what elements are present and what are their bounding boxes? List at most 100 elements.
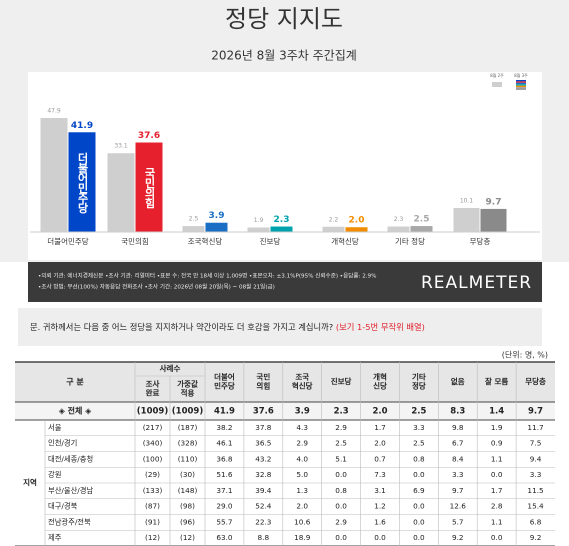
question-text: 문. 귀하께서는 다음 중 어느 정당을 지지하거나 약간이라도 더 호감을 가… bbox=[30, 322, 336, 332]
table-cell: 0.0 bbox=[491, 533, 503, 542]
header-cell: 개혁 bbox=[373, 372, 387, 382]
party-logo: 국민의힘 bbox=[143, 167, 156, 208]
question: 문. 귀하께서는 다음 중 어느 정당을 지지하거나 약간이라도 더 호감을 가… bbox=[30, 322, 425, 332]
value-label-previous: 2.2 bbox=[329, 216, 339, 223]
category-label: 더불어민주당 bbox=[47, 236, 88, 246]
table-cell: 0.0 bbox=[335, 502, 347, 511]
header-cell: 가중값 bbox=[177, 379, 198, 389]
header-cell: 더불어 bbox=[214, 372, 235, 382]
value-label-previous: 33.1 bbox=[114, 143, 128, 150]
table-cell: 52.4 bbox=[255, 502, 272, 511]
table-cell: 2.8 bbox=[491, 502, 503, 511]
legend-swatch bbox=[516, 85, 526, 87]
bar-current bbox=[345, 227, 368, 232]
bar-previous bbox=[387, 226, 410, 232]
table-cell: 5.0 bbox=[296, 470, 308, 479]
header-cell: 신당 bbox=[373, 381, 387, 391]
value-label-previous: 2.5 bbox=[189, 216, 199, 223]
header-cell: 없음 bbox=[451, 376, 465, 386]
table-cell: (100) bbox=[143, 454, 163, 463]
header-cell: 사례수 bbox=[160, 363, 181, 373]
header-cell: 의힘 bbox=[256, 381, 270, 391]
legend-swatch bbox=[516, 88, 526, 90]
table-cell: 9.4 bbox=[530, 454, 542, 463]
header-cell: 적용 bbox=[181, 388, 195, 398]
row-label: 전남광주/전북 bbox=[48, 517, 91, 526]
table-cell: 2.5 bbox=[413, 439, 425, 448]
bar-previous bbox=[247, 227, 270, 232]
table-cell: 6.7 bbox=[452, 439, 464, 448]
table-cell: 36.8 bbox=[216, 454, 233, 463]
table-cell: 0.0 bbox=[413, 470, 425, 479]
subtitle: 2026년 8월 3주차 주간집계 bbox=[211, 49, 357, 63]
table-cell: 18.9 bbox=[294, 533, 311, 542]
header-cell: 잘 모름 bbox=[485, 376, 508, 386]
table-cell: 1.1 bbox=[491, 454, 503, 463]
table-cell: 1.4 bbox=[489, 407, 504, 417]
legend-swatch bbox=[516, 82, 526, 85]
category-label: 진보당 bbox=[260, 236, 281, 246]
header-cell: 조사 bbox=[146, 379, 160, 389]
table-cell: 7.5 bbox=[530, 439, 542, 448]
value-label-current: 9.7 bbox=[486, 197, 502, 207]
table-cell: (148) bbox=[178, 486, 198, 495]
table-cell: 36.5 bbox=[255, 439, 271, 448]
table-cell: 0.9 bbox=[491, 439, 503, 448]
bar-previous bbox=[182, 226, 205, 232]
table-cell: (217) bbox=[143, 423, 163, 432]
legend-swatch bbox=[516, 81, 526, 83]
bar-current bbox=[480, 208, 507, 232]
row-label: 부산/울산/경남 bbox=[48, 486, 93, 495]
header-cell: 완료 bbox=[146, 388, 160, 398]
row-label: 인천/경기 bbox=[48, 439, 77, 448]
table-cell: (91) bbox=[145, 517, 160, 526]
table-cell: 3.3 bbox=[452, 470, 464, 479]
bar-current bbox=[410, 226, 433, 232]
category-label: 개혁신당 bbox=[331, 236, 359, 246]
row-label: 대전/세종/충청 bbox=[48, 454, 93, 463]
table-cell: 41.9 bbox=[214, 407, 235, 417]
table-cell: (110) bbox=[178, 454, 198, 463]
table-cell: 2.3 bbox=[334, 407, 349, 417]
party-logo: 더불어민주당 bbox=[76, 151, 89, 214]
bar-previous bbox=[40, 117, 68, 232]
unit: (단위: 명, %) bbox=[502, 350, 548, 360]
header-cell: 무당층 bbox=[525, 376, 546, 386]
value-label-current: 2.5 bbox=[414, 215, 430, 225]
table-cell: 39.4 bbox=[255, 486, 272, 495]
table-cell: 2.5 bbox=[335, 439, 347, 448]
table-cell: 1.7 bbox=[374, 423, 386, 432]
table-cell: 2.0 bbox=[374, 439, 386, 448]
title: 정당 지지도 bbox=[225, 5, 343, 33]
table-cell: 1.7 bbox=[491, 486, 503, 495]
category-label: 무당층 bbox=[470, 236, 491, 246]
table-cell: (12) bbox=[180, 533, 195, 542]
table-cell: 3.3 bbox=[413, 423, 425, 432]
table-cell: 0.0 bbox=[335, 533, 347, 542]
legend-swatch bbox=[492, 82, 502, 87]
table-cell: (133) bbox=[143, 486, 163, 495]
table-cell: (96) bbox=[180, 517, 195, 526]
header-cell: 구 분 bbox=[66, 378, 84, 387]
table-cell: 51.6 bbox=[216, 470, 233, 479]
table-cell: 1.6 bbox=[374, 517, 386, 526]
table-cell: 43.2 bbox=[255, 454, 271, 463]
value-label-current: 41.9 bbox=[71, 121, 93, 131]
legend-swatch bbox=[516, 84, 526, 86]
header-bg bbox=[15, 362, 555, 402]
table-cell: 37.8 bbox=[255, 423, 272, 432]
table-cell: 5.7 bbox=[452, 517, 464, 526]
table-cell: 0.0 bbox=[413, 517, 425, 526]
table-cell: 2.0 bbox=[296, 502, 308, 511]
table-cell: 11.7 bbox=[527, 423, 544, 432]
group-label: 지역 bbox=[23, 477, 37, 487]
table-cell: 9.8 bbox=[452, 423, 464, 432]
row-label: 강원 bbox=[48, 470, 61, 479]
table-cell: 5.1 bbox=[335, 454, 347, 463]
table-cell: 0.0 bbox=[374, 533, 386, 542]
legend-swatch bbox=[516, 87, 526, 89]
header-cell: 국민 bbox=[256, 372, 270, 382]
table-cell: 12.6 bbox=[450, 502, 467, 511]
